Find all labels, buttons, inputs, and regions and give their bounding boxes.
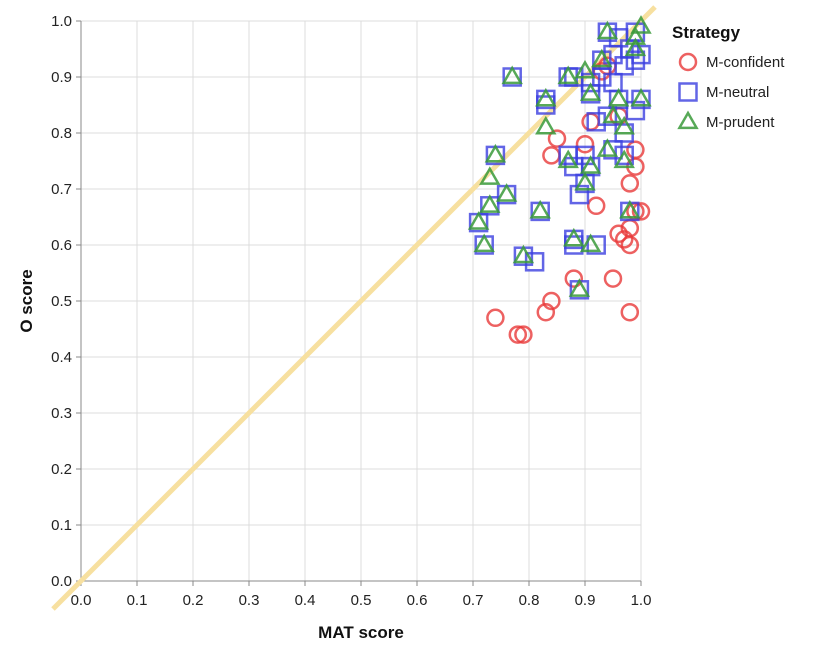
circle-point: [564, 269, 584, 288]
triangle-point: [596, 138, 619, 157]
y-tick-label: 0.3: [51, 405, 72, 422]
x-tick-label: 0.6: [407, 592, 428, 609]
x-tick-label: 0.3: [239, 592, 260, 609]
circle-point: [536, 302, 556, 322]
triangle-point: [563, 227, 585, 247]
x-tick-label: 0.8: [519, 592, 540, 609]
circle-point: [575, 134, 595, 154]
circle-point: [586, 196, 606, 216]
square-point: [625, 50, 646, 70]
circle-point: [609, 224, 628, 244]
y-tick-label: 0.9: [51, 69, 72, 86]
x-axis-title: MAT score: [318, 623, 404, 642]
triangle-point: [591, 48, 613, 68]
legend-title: Strategy: [672, 23, 741, 42]
x-tick-label: 0.4: [295, 592, 316, 609]
x-tick-label: 0.7: [463, 592, 484, 609]
triangle-point: [501, 65, 523, 85]
y-tick-label: 0.5: [51, 293, 72, 310]
legend-square-icon: [678, 82, 698, 102]
y-tick-label: 0.4: [51, 349, 72, 366]
triangle-point: [467, 211, 490, 230]
circle-point: [542, 146, 561, 165]
x-tick-label: 0.0: [71, 592, 92, 609]
legend-label: M-neutral: [706, 84, 769, 101]
triangle-point: [473, 233, 495, 253]
triangle-point: [619, 199, 641, 219]
triangle-point: [479, 194, 501, 213]
y-tick-label: 0.8: [51, 125, 72, 142]
triangle-point: [630, 87, 652, 107]
square-point: [614, 56, 634, 76]
triangle-point: [602, 104, 624, 124]
y-axis-title: O score: [17, 269, 36, 332]
triangle-point: [574, 171, 596, 191]
triangle-point: [630, 15, 652, 34]
triangle-point: [613, 115, 635, 135]
circle-point: [542, 291, 561, 311]
circle-point: [614, 230, 634, 249]
y-tick-label: 0.0: [51, 573, 72, 590]
triangle-point: [579, 82, 602, 101]
triangle-point: [624, 37, 647, 57]
legend-label: M-confident: [706, 54, 785, 71]
circle-point: [486, 308, 505, 328]
data-points: [467, 15, 652, 344]
triangle-point: [535, 115, 557, 135]
series-triangle: [467, 15, 652, 297]
y-tick-label: 0.2: [51, 461, 72, 478]
triangle-point: [479, 166, 501, 185]
circle-point: [620, 302, 640, 322]
x-tick-label: 0.9: [575, 592, 596, 609]
y-tick-label: 0.7: [51, 181, 72, 198]
x-tick-label: 0.1: [127, 592, 148, 609]
x-tick-label: 0.5: [351, 592, 372, 609]
triangle-point: [535, 87, 557, 107]
x-tick-label: 0.2: [183, 592, 204, 609]
triangle-point: [607, 87, 630, 107]
triangle-point: [529, 199, 551, 219]
circle-point: [626, 140, 645, 160]
y-tick-labels: 0.0 0.1 0.2 0.3 0.4 0.5 0.6 0.7 0.8 0.9 1.0: [51, 13, 72, 590]
circle-point: [508, 325, 528, 344]
triangle-point: [557, 65, 579, 85]
reference-line-layer: [51, 5, 657, 611]
square-point: [575, 145, 595, 166]
circle-point: [620, 174, 640, 193]
legend: Strategy M-confident M-neutral M-prudent: [672, 23, 785, 131]
circle-point: [547, 129, 567, 148]
y-tick-label: 1.0: [51, 13, 72, 30]
x-tick-labels: 0.0 0.1 0.2 0.3 0.4 0.5 0.6 0.7 0.8 0.9 1.0: [71, 592, 652, 609]
legend-triangle-icon: [677, 110, 699, 130]
triangle-point: [613, 149, 635, 169]
legend-circle-icon: [678, 52, 698, 72]
triangle-point: [579, 155, 602, 174]
triangle-point: [484, 143, 507, 163]
square-point: [603, 140, 623, 160]
triangle-point: [579, 233, 602, 253]
square-point: [597, 106, 618, 126]
circle-point: [514, 325, 533, 344]
triangle-point: [624, 26, 647, 45]
square-point: [586, 235, 606, 255]
triangle-point: [596, 20, 619, 40]
triangle-point: [495, 183, 518, 202]
x-tick-label: 1.0: [631, 592, 652, 609]
triangle-point: [568, 278, 591, 297]
triangle-point: [512, 244, 535, 264]
triangle-point: [557, 149, 579, 169]
circle-point: [631, 202, 651, 221]
circle-point: [603, 269, 623, 288]
reference-line: [51, 5, 657, 611]
y-tick-label: 0.1: [51, 517, 72, 534]
triangle-point: [574, 59, 596, 79]
y-tick-label: 0.6: [51, 237, 72, 254]
legend-label: M-prudent: [706, 114, 775, 131]
